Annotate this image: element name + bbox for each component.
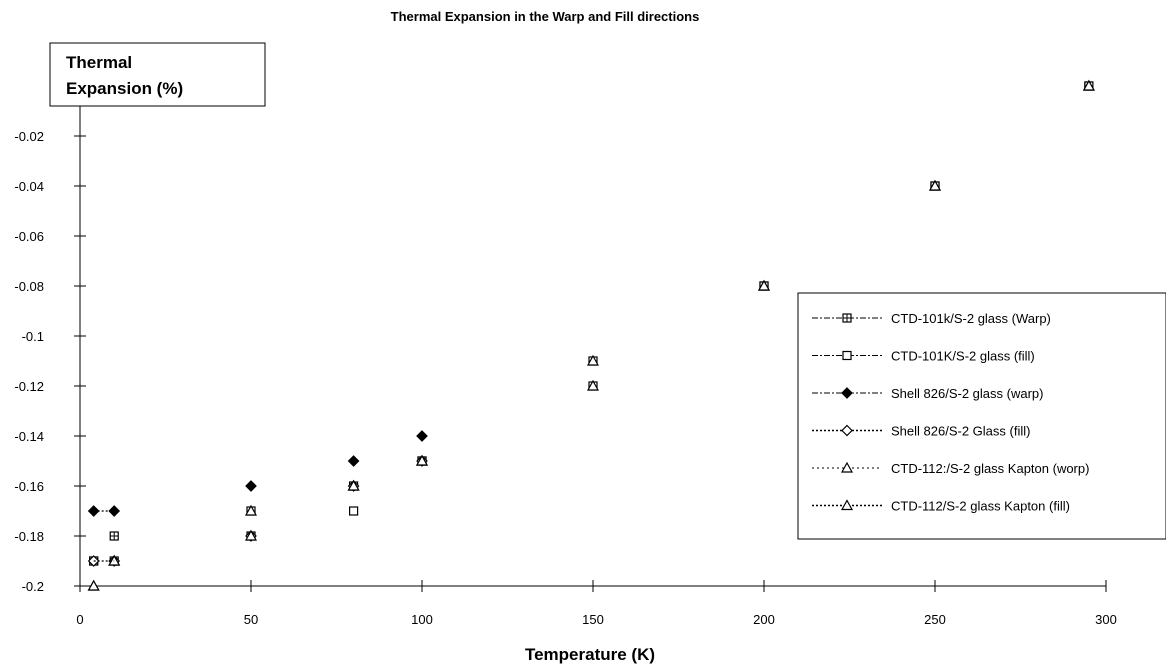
y-axis-label-line2: Expansion (%) xyxy=(66,79,183,98)
legend-marker xyxy=(840,461,854,473)
y-axis-label-box xyxy=(49,42,266,107)
data-point xyxy=(244,504,258,516)
legend-label: CTD-101k/S-2 glass (Warp) xyxy=(891,311,1051,326)
legend-item: Shell 826/S-2 Glass (fill) xyxy=(812,424,1030,439)
x-tick-label: 250 xyxy=(924,612,946,627)
x-tick-label: 300 xyxy=(1095,612,1117,627)
data-point xyxy=(586,354,600,366)
y-tick-label: -0.12 xyxy=(14,379,44,394)
legend-marker xyxy=(842,313,852,323)
y-tick-label: -0.2 xyxy=(22,579,44,594)
legend-item: CTD-101K/S-2 glass (fill) xyxy=(812,349,1035,364)
series-4 xyxy=(87,455,428,567)
y-tick-label: -0.02 xyxy=(14,129,44,144)
data-point xyxy=(415,454,429,466)
x-tick-label: 0 xyxy=(76,612,83,627)
data-point xyxy=(245,480,257,492)
legend-label: Shell 826/S-2 glass (warp) xyxy=(891,386,1043,401)
data-point xyxy=(347,479,360,491)
data-point xyxy=(416,430,428,442)
data-point xyxy=(928,179,942,191)
data-point xyxy=(349,506,359,516)
data-point xyxy=(586,379,600,391)
legend-item: CTD-112/S-2 glass Kapton (fill) xyxy=(812,499,1070,514)
legend-label: CTD-112:/S-2 glass Kapton (worp) xyxy=(891,461,1089,476)
series-3 xyxy=(87,430,428,517)
x-tick-label: 100 xyxy=(411,612,433,627)
data-point xyxy=(757,279,771,291)
low-temp-connectors xyxy=(93,510,115,562)
legend-label: CTD-101K/S-2 glass (fill) xyxy=(891,349,1035,364)
y-tick-label: -0.14 xyxy=(14,429,44,444)
y-axis-label-line1: Thermal xyxy=(66,53,132,72)
data-point xyxy=(1082,79,1095,91)
legend-marker xyxy=(840,499,854,511)
data-point xyxy=(109,531,119,541)
x-tick-label: 50 xyxy=(244,612,258,627)
series-6 xyxy=(87,79,1095,591)
chart-title: Thermal Expansion in the Warp and Fill d… xyxy=(391,9,700,24)
data-point xyxy=(244,529,258,541)
x-tick-label: 150 xyxy=(582,612,604,627)
x-tick-label: 200 xyxy=(753,612,775,627)
y-tick-label: -0.18 xyxy=(14,529,44,544)
y-tick-label: -0.1 xyxy=(22,329,44,344)
legend-marker xyxy=(841,387,853,399)
y-tick-label: -0.08 xyxy=(14,279,44,294)
legend-label: Shell 826/S-2 Glass (fill) xyxy=(891,424,1030,439)
legend-label: CTD-112/S-2 glass Kapton (fill) xyxy=(891,499,1070,514)
data-point xyxy=(347,455,360,467)
legend xyxy=(797,292,1166,540)
data-point xyxy=(87,579,100,591)
legend-item: CTD-112:/S-2 glass Kapton (worp) xyxy=(812,461,1089,476)
legend-marker xyxy=(841,424,853,437)
y-tick-label: -0.16 xyxy=(14,479,44,494)
legend-item: Shell 826/S-2 glass (warp) xyxy=(812,386,1043,401)
legend-marker xyxy=(842,350,852,361)
legend-item: CTD-101k/S-2 glass (Warp) xyxy=(812,311,1051,326)
y-tick-label: -0.06 xyxy=(14,229,44,244)
x-axis-label: Temperature (K) xyxy=(525,645,655,664)
y-tick-label: -0.04 xyxy=(14,179,44,194)
